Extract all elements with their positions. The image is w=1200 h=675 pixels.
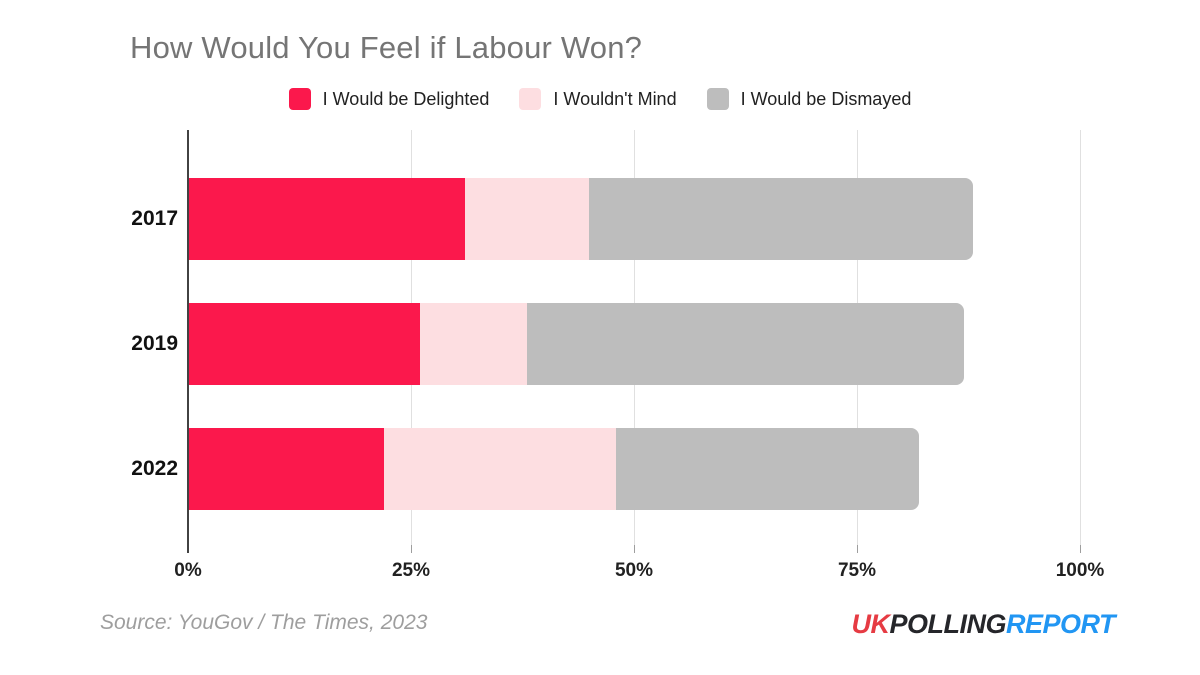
legend-item: I Would be Dismayed [706, 88, 912, 110]
category-label: 2022 [131, 457, 178, 480]
ukpollingreport-logo: UKPOLLINGREPORT [851, 609, 1115, 640]
bar-segment [384, 428, 617, 510]
legend-item: I Would be Delighted [288, 88, 490, 110]
bar-segment [526, 303, 965, 385]
source-note: Source: YouGov / The Times, 2023 [100, 611, 428, 634]
logo-polling: POLLING [889, 609, 1006, 639]
bar-row [188, 303, 965, 385]
legend-label: I Would be Delighted [322, 88, 490, 109]
x-tick-label: 50% [614, 560, 654, 581]
chart-title: How Would You Feel if Labour Won? [130, 30, 643, 65]
legend-label: I Wouldn't Mind [553, 88, 677, 109]
bar-row [188, 428, 920, 510]
y-axis-line [187, 130, 189, 553]
axis-tick [411, 545, 412, 553]
x-tick-label: 100% [1055, 560, 1105, 581]
legend-swatch [288, 88, 311, 110]
bar-segment [188, 178, 465, 260]
gridline [1080, 130, 1081, 545]
x-tick-label: 25% [391, 560, 431, 581]
bar-segment [589, 178, 973, 260]
legend-swatch [519, 88, 542, 110]
logo-uk: UK [851, 609, 890, 639]
bar-segment [464, 178, 590, 260]
bar-row [188, 178, 973, 260]
axis-tick [1080, 545, 1081, 553]
axis-tick [634, 545, 635, 553]
plot-area [187, 130, 1081, 553]
chart-legend: I Would be Delighted I Wouldn't Mind I Wou… [0, 88, 1200, 110]
bar-segment [188, 303, 420, 385]
bar-segment [188, 428, 385, 510]
x-tick-label: 75% [837, 560, 877, 581]
category-label: 2019 [131, 332, 178, 355]
legend-label: I Would be Dismayed [740, 88, 912, 109]
legend-swatch [706, 88, 729, 110]
logo-report: REPORT [1005, 609, 1116, 639]
axis-tick [857, 545, 858, 553]
legend-item: I Wouldn't Mind [519, 88, 677, 110]
bar-segment [419, 303, 527, 385]
x-tick-label: 0% [174, 560, 202, 581]
bar-segment [616, 428, 920, 510]
category-label: 2017 [131, 207, 178, 230]
